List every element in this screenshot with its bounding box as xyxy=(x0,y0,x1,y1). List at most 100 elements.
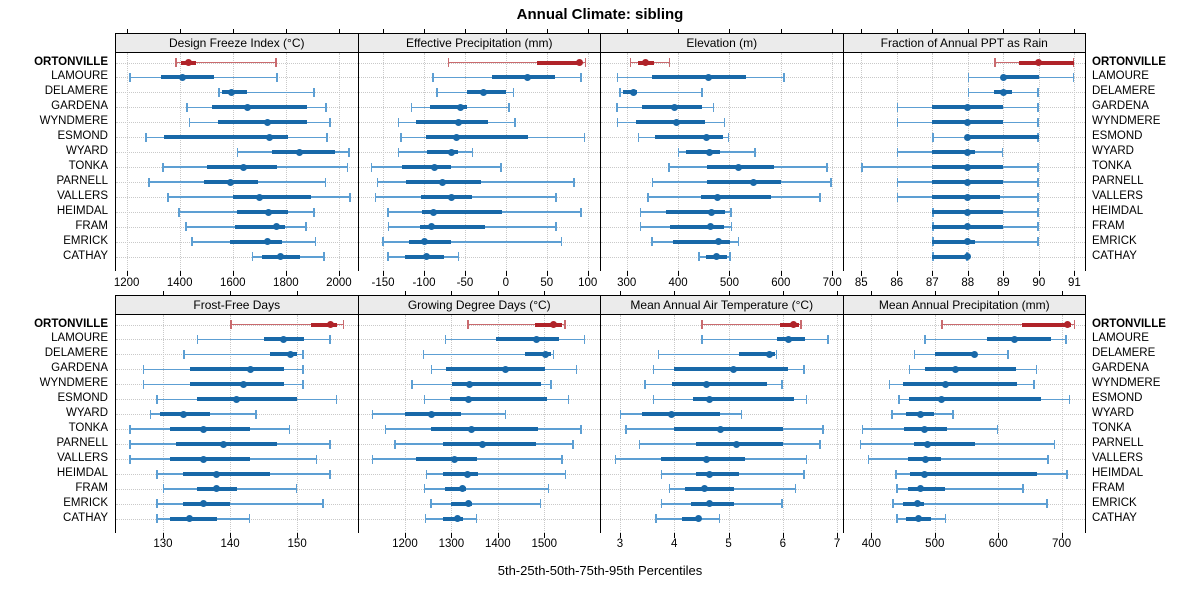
whisker-cap-low xyxy=(400,132,402,142)
median-dot xyxy=(1010,335,1018,343)
percentile-whisker xyxy=(175,61,277,64)
median-dot xyxy=(451,455,459,463)
whisker-cap-low xyxy=(156,394,158,404)
whisker-cap-high xyxy=(803,469,805,479)
interquartile-bar xyxy=(401,165,451,170)
interquartile-bar xyxy=(212,105,307,110)
panel-plot-area xyxy=(601,53,843,271)
whisker-cap-low xyxy=(644,379,646,389)
axis-tick xyxy=(285,271,287,276)
axis-tick-label: 85 xyxy=(854,277,868,289)
interquartile-bar xyxy=(670,224,725,229)
whisker-cap-low xyxy=(142,364,145,374)
whisker-cap-high xyxy=(504,409,507,419)
axis-tick-label: 1200 xyxy=(113,277,140,289)
median-dot xyxy=(921,425,929,433)
median-dot xyxy=(671,103,679,111)
whisker-cap-high xyxy=(575,364,578,374)
median-dot xyxy=(178,73,186,81)
row-gridline xyxy=(601,518,843,520)
median-dot xyxy=(533,335,541,343)
whisker-cap-high xyxy=(583,132,586,142)
interquartile-bar xyxy=(496,337,559,342)
median-dot xyxy=(233,395,241,403)
interquartile-bar xyxy=(908,397,1041,402)
axis-tick-top xyxy=(546,29,548,33)
median-dot xyxy=(427,223,435,231)
median-dot xyxy=(550,321,558,328)
whisker-cap-low xyxy=(196,334,198,344)
axis-tick xyxy=(505,271,507,276)
axis-tick-label: 100 xyxy=(578,277,598,289)
station-label-right: LAMOURE xyxy=(1092,70,1149,83)
axis-tick-top xyxy=(404,291,406,295)
median-dot xyxy=(702,133,710,141)
axis-tick xyxy=(1061,533,1063,538)
whisker-cap-high xyxy=(1065,334,1067,344)
whisker-cap-low xyxy=(637,132,640,142)
whisker-cap-high xyxy=(740,409,743,419)
whisker-cap-low xyxy=(908,364,911,374)
vertical-gridline xyxy=(780,53,782,271)
interquartile-bar xyxy=(429,105,468,110)
whisker-cap-high xyxy=(547,484,550,494)
whisker-cap-high xyxy=(508,102,510,112)
axis-tick-top xyxy=(230,291,232,295)
whisker-cap-high xyxy=(1068,394,1071,404)
axis-tick-top xyxy=(179,29,181,33)
station-label-left: VALLERS xyxy=(57,190,108,203)
interquartile-bar xyxy=(169,427,251,432)
station-label-right: WYNDMERE xyxy=(1092,377,1161,390)
row-gridline xyxy=(843,77,1085,79)
whisker-cap-high xyxy=(822,424,824,434)
interquartile-bar xyxy=(163,135,289,140)
axis-tick xyxy=(404,533,406,538)
interquartile-bar xyxy=(160,75,214,80)
whisker-cap-low xyxy=(422,349,425,359)
panel-fraction-of-annual-ppt-as-rain: Fraction of Annual PPT as Rain xyxy=(842,33,1086,271)
whisker-cap-high xyxy=(457,252,460,262)
vertical-gridline xyxy=(230,315,232,533)
axis-tick xyxy=(126,271,128,276)
axis-tick-top xyxy=(871,291,873,295)
median-dot xyxy=(964,133,972,141)
vertical-gridline xyxy=(998,315,1000,533)
whisker-cap-low xyxy=(384,424,387,434)
whisker-cap-low xyxy=(149,409,152,419)
whisker-cap-high xyxy=(313,207,315,217)
median-dot xyxy=(707,223,715,231)
whisker-cap-low xyxy=(167,192,169,202)
whisker-cap-low xyxy=(898,394,900,404)
whisker-cap-high xyxy=(348,147,350,157)
whisker-cap-high xyxy=(552,349,555,359)
median-dot xyxy=(706,470,714,478)
whisker-cap-high xyxy=(1037,222,1039,232)
axis-tick-label: 50 xyxy=(540,277,554,289)
panel-strip: Design Freeze Index (°C) xyxy=(116,34,358,53)
whisker-cap-low xyxy=(616,72,619,82)
interquartile-bar xyxy=(674,427,783,432)
axis-tick xyxy=(832,271,834,276)
median-dot xyxy=(964,118,972,126)
axis-tick xyxy=(1038,271,1040,276)
station-label-right: DELAMERE xyxy=(1092,347,1156,360)
axis-tick-top xyxy=(861,29,863,33)
panel-strip: Growing Degree Days (°C) xyxy=(358,296,600,315)
median-dot xyxy=(266,133,274,141)
interquartile-bar xyxy=(233,195,312,200)
whisker-cap-low xyxy=(218,87,220,97)
axis-tick-top xyxy=(1038,29,1040,33)
vertical-gridline xyxy=(464,53,466,271)
interquartile-bar xyxy=(700,195,772,200)
interquartile-bar xyxy=(932,239,975,244)
vertical-gridline xyxy=(126,53,128,271)
whisker-cap-high xyxy=(727,132,730,142)
axis-tick-top xyxy=(832,29,834,33)
interquartile-bar xyxy=(666,210,726,214)
percentile-whisker xyxy=(447,61,587,64)
vertical-gridline xyxy=(932,53,934,271)
station-label-right: CATHAY xyxy=(1092,249,1137,262)
whisker-cap-low xyxy=(371,454,374,464)
median-dot xyxy=(286,350,294,358)
whisker-cap-high xyxy=(572,439,574,449)
